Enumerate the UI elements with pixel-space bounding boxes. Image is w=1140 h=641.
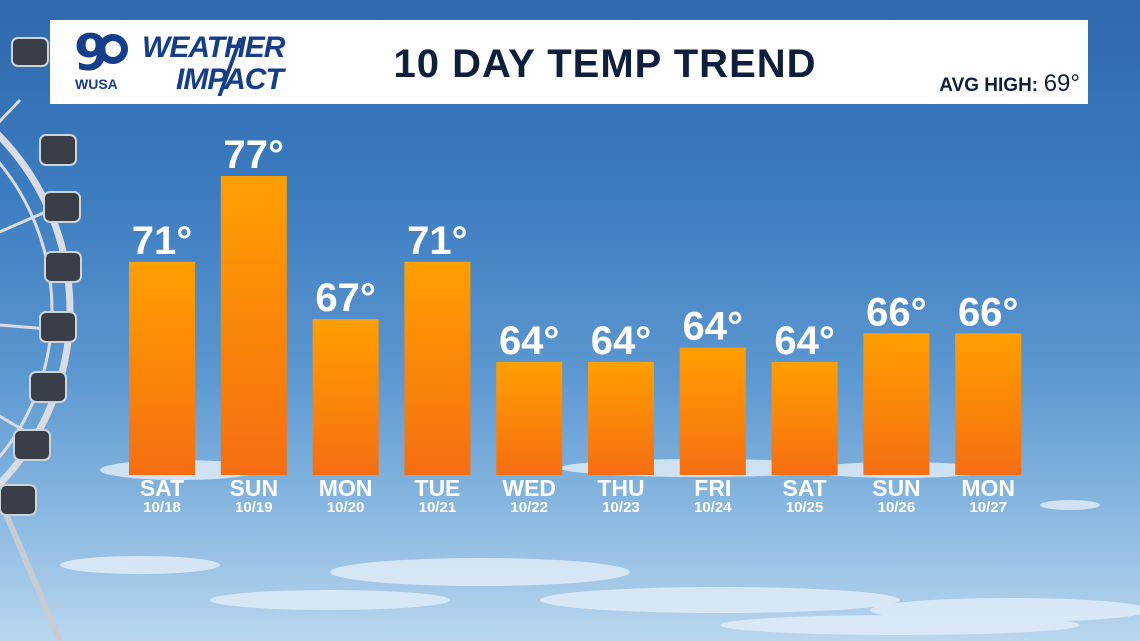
day-tick-label: MON	[961, 475, 1015, 501]
bar-value-label: 64°	[774, 319, 835, 363]
bar-5	[496, 361, 563, 475]
bar-value-label: 67°	[315, 276, 376, 320]
date-tick-label: 10/18	[143, 499, 181, 516]
date-tick-label: 10/26	[878, 499, 916, 516]
bar-6	[588, 361, 654, 475]
bar-value-label: 64°	[591, 319, 652, 363]
bar-2	[220, 176, 287, 475]
day-tick-label: SAT	[782, 475, 826, 501]
bar-value-label: 64°	[683, 305, 744, 349]
chart-title: 10 DAY TEMP TREND	[393, 42, 817, 86]
date-tick-label: 10/20	[327, 499, 365, 516]
bar-10	[955, 333, 1022, 475]
header-banner: 9 WUSA WEATHER IMPACT 10 DAY TEMP TREND …	[50, 20, 1088, 104]
day-tick-label: MON	[319, 475, 373, 501]
station-logo-name: WUSA	[75, 76, 118, 92]
bar-4	[404, 261, 471, 475]
ferris-wheel-gondolas	[0, 37, 82, 516]
day-tick-label: THU	[597, 475, 644, 501]
bar-8	[771, 361, 838, 475]
weather-impact-logo-line2: IMPACT	[176, 63, 284, 96]
day-tick-label: FRI	[694, 475, 731, 501]
day-tick-label: WED	[502, 475, 556, 501]
bar-value-label: 77°	[224, 133, 285, 177]
station-logo-number: 9	[74, 26, 132, 80]
average-high-label: AVG HIGH:	[939, 75, 1039, 96]
date-tick-label: 10/25	[786, 499, 824, 516]
bar-value-label: 66°	[866, 290, 927, 334]
date-tick-label: 10/24	[694, 499, 732, 516]
bar-1	[129, 261, 195, 475]
bar-value-label: 71°	[132, 219, 193, 263]
date-tick-label: 10/19	[235, 499, 273, 516]
bar-7	[679, 347, 746, 475]
date-tick-label: 10/27	[969, 499, 1007, 516]
day-tick-label: SUN	[872, 475, 921, 501]
bar-value-label: 66°	[958, 290, 1019, 334]
weather-impact-logo-line1: WEATHER	[142, 31, 285, 64]
bar-3	[312, 319, 379, 475]
bar-value-label: 71°	[407, 219, 468, 263]
date-tick-label: 10/23	[602, 499, 640, 516]
clouds	[60, 459, 1140, 635]
bar-value-label: 64°	[499, 319, 560, 363]
date-tick-label: 10/21	[419, 499, 457, 516]
date-tick-label: 10/22	[510, 499, 548, 516]
ferris-wheel	[0, 98, 74, 641]
day-tick-label: SUN	[230, 475, 279, 501]
day-tick-label: TUE	[414, 475, 460, 501]
average-high-value: 69°	[1043, 70, 1080, 97]
logo-ring-icon	[98, 34, 128, 64]
bar-9	[863, 333, 930, 475]
average-high: AVG HIGH: 69°	[939, 70, 1080, 98]
day-tick-label: SAT	[140, 475, 184, 501]
